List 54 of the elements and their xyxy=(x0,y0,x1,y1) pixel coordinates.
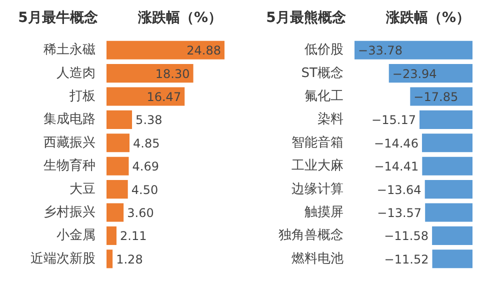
data-label: −14.41 xyxy=(374,160,419,174)
chart-title: 5月最熊概念 xyxy=(266,9,346,28)
data-label: 5.38 xyxy=(136,113,162,128)
bar xyxy=(106,226,117,245)
data-label: 16.47 xyxy=(146,90,182,104)
y-tick-label: 生物育种 xyxy=(44,158,96,174)
y-tick-label: 染料 xyxy=(318,112,344,128)
data-label: −17.85 xyxy=(414,90,458,104)
data-label: 4.69 xyxy=(132,160,159,174)
bar xyxy=(106,64,194,83)
bar xyxy=(106,87,185,106)
y-tick-label: 燃料电池 xyxy=(292,251,344,266)
y-tick-label: 边缘计算 xyxy=(292,182,344,197)
y-tick-label: 智能音箱 xyxy=(292,135,344,150)
y-tick-label: 人造肉 xyxy=(56,66,96,81)
data-label: −11.58 xyxy=(384,229,429,244)
y-tick-label: 西藏振兴 xyxy=(44,135,96,150)
data-label: 18.30 xyxy=(155,66,190,81)
data-label: −15.17 xyxy=(372,113,416,128)
data-label: −11.52 xyxy=(384,252,429,266)
data-label: −23.94 xyxy=(392,66,437,81)
y-tick-label: 近端次新股 xyxy=(30,251,96,266)
data-label: 3.60 xyxy=(127,206,154,220)
bar xyxy=(106,110,132,129)
bar xyxy=(106,180,128,199)
y-tick-label: 乡村振兴 xyxy=(44,205,96,220)
data-label: 4.50 xyxy=(131,182,158,197)
bar xyxy=(106,203,124,222)
y-tick-label: 集成电路 xyxy=(44,112,96,128)
bar xyxy=(106,250,113,268)
bar xyxy=(106,134,130,152)
y-tick-label: 打板 xyxy=(68,89,96,104)
y-tick-label: 独角兽概念 xyxy=(278,228,344,244)
data-label: −14.46 xyxy=(374,136,418,150)
data-label: −13.57 xyxy=(377,206,422,220)
chart-title: 5月最牛概念 xyxy=(18,9,98,28)
y-tick-label: 大豆 xyxy=(70,182,96,197)
y-tick-label: 小金属 xyxy=(56,228,96,244)
y-tick-label: ST概念 xyxy=(301,66,344,81)
data-label: 1.28 xyxy=(116,252,143,266)
data-label: 4.85 xyxy=(133,136,160,150)
x-axis-title: 涨跌幅（%） xyxy=(138,9,222,28)
data-label: −33.78 xyxy=(358,44,402,58)
bar xyxy=(106,156,129,176)
x-axis-title: 涨跌幅（%） xyxy=(386,9,470,28)
y-tick-label: 工业大麻 xyxy=(292,158,344,174)
bar xyxy=(106,40,224,60)
y-tick-label: 触摸屏 xyxy=(304,205,344,220)
data-label: 2.11 xyxy=(120,229,147,244)
y-tick-label: 氟化工 xyxy=(304,89,344,104)
y-tick-label: 稀土永磁 xyxy=(44,42,96,58)
data-label: −13.64 xyxy=(376,182,422,197)
y-tick-label: 低价股 xyxy=(304,42,344,58)
data-label: 24.88 xyxy=(186,44,221,58)
